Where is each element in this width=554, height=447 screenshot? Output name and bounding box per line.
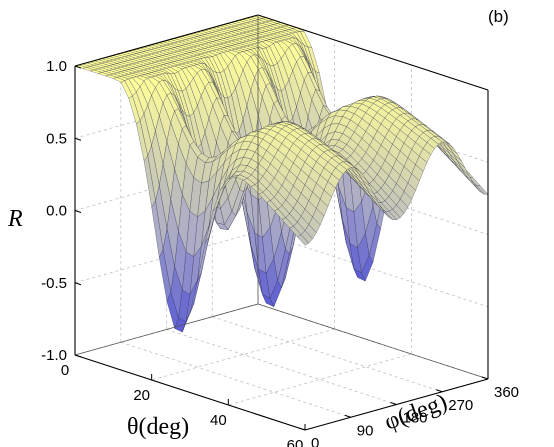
frame-edge (74, 14, 259, 67)
theta-tick-label: 20 (133, 387, 150, 404)
phi-tick-label: 180 (403, 410, 428, 427)
theta-tick-label: 0 (61, 362, 69, 379)
z-tick-label: 0.0 (46, 203, 67, 220)
grid-line (74, 231, 259, 284)
z-tick (74, 137, 82, 141)
theta-tick-label: 40 (210, 412, 227, 429)
z-tick-label: 0.5 (46, 130, 67, 147)
phi-tick-label: 360 (494, 384, 519, 401)
surface-cell (297, 234, 310, 246)
z-tick (74, 210, 82, 213)
phi-axis-label: φ(deg) (381, 389, 451, 435)
phi-tick (481, 376, 489, 380)
grid-line (257, 231, 489, 308)
phi-tick (298, 427, 306, 431)
theta-axis-label: θ(deg) (127, 414, 189, 440)
z-tick-label: 1.0 (46, 58, 67, 75)
z-tick-label: -1.0 (41, 347, 67, 364)
grid-line (166, 329, 397, 405)
z-tick (74, 354, 82, 358)
grid-line (212, 316, 443, 393)
phi-tick-label: 0 (311, 435, 319, 447)
grid-line (120, 341, 351, 418)
z-tick-label: -0.5 (41, 275, 67, 292)
theta-tick-label: 60 (287, 437, 304, 447)
phi-tick (344, 414, 351, 418)
z-tick (74, 65, 82, 69)
phi-tick (390, 402, 397, 405)
phi-tick-label: 90 (357, 422, 374, 439)
frame-edge (74, 354, 306, 431)
surface-mesh (74, 14, 489, 333)
grid-line (228, 353, 412, 406)
z-tick (74, 282, 82, 286)
grid-line (151, 328, 335, 381)
panel-label: (b) (488, 7, 509, 26)
frame-edge (257, 14, 489, 91)
phi-tick (436, 389, 443, 393)
z-axis-label: R (7, 206, 23, 232)
phi-tick-label: 270 (448, 397, 473, 414)
frame-edge (257, 303, 489, 380)
frame-edge (74, 303, 259, 356)
